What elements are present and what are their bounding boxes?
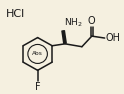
Text: F: F bbox=[35, 82, 40, 92]
Text: OH: OH bbox=[105, 33, 120, 43]
Text: Abs: Abs bbox=[32, 51, 43, 56]
Text: HCl: HCl bbox=[6, 9, 25, 19]
Text: NH$_2$: NH$_2$ bbox=[64, 17, 83, 29]
Text: O: O bbox=[88, 16, 96, 27]
